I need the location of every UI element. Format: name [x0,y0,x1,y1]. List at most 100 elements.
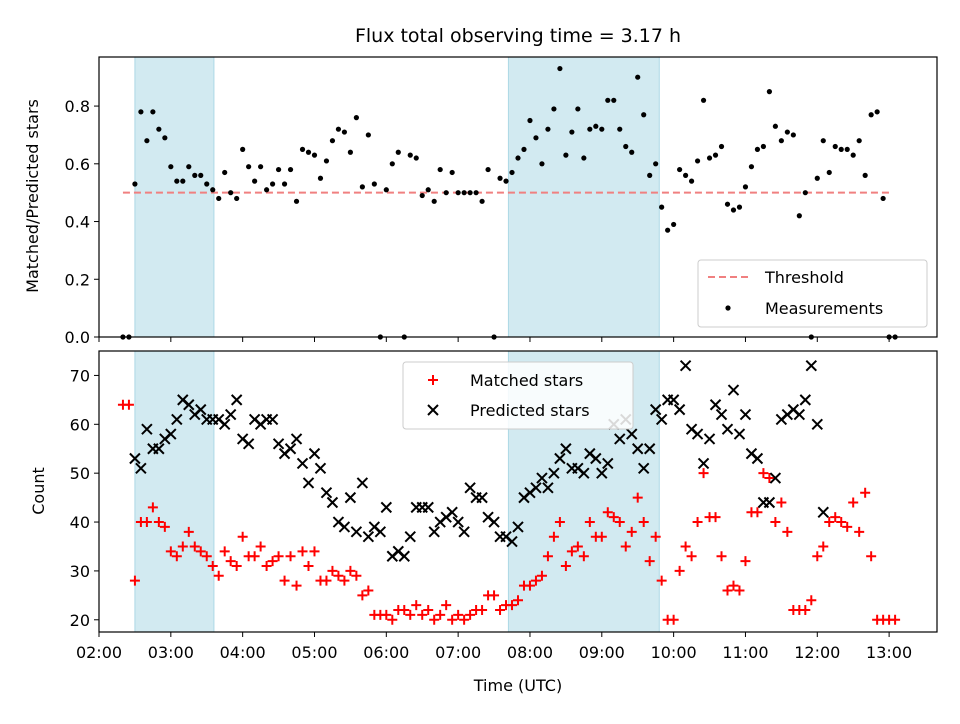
bottom-y-tick-label: 70 [70,366,90,385]
matched-star-point [608,512,619,523]
measurement-point [838,146,844,152]
matched-star-point [830,512,841,523]
matched-star-point [848,497,859,508]
top-y-axis-label: Matched/Predicted stars [23,99,42,293]
matched-star-point [524,580,535,591]
matched-star-point [465,609,476,620]
measurement-point [653,161,659,167]
measurement-point [144,138,150,144]
measurement-point [677,166,683,173]
predicted-star-point [464,482,476,494]
matched-star-point [453,609,464,620]
bottom-y-tick-label: 60 [70,415,90,434]
predicted-star-point [703,433,716,445]
matched-star-point [596,531,607,542]
measurement-point [790,132,796,138]
measurement-point [635,74,641,80]
predicted-star-point [548,467,560,479]
matched-star-point [890,614,901,625]
measurement-point [293,198,300,204]
measurement-point [174,178,180,184]
predicted-star-point [667,394,680,406]
predicted-star-point [266,413,279,426]
measurement-point [192,172,198,178]
measurement-point [671,221,677,228]
matched-star-point [734,585,745,596]
bottom-shaded-interval [134,350,215,633]
predicted-star-point [727,384,740,396]
x-tick-label: 08:00 [507,643,553,662]
top-y-tick-label: 0.8 [65,97,90,116]
measurement-point [359,184,365,190]
matched-star-point [854,526,865,537]
measurement-point [204,181,210,187]
measurement-point [258,164,264,170]
matched-star-point [668,614,679,625]
predicted-star-point [506,535,518,548]
predicted-star-point [326,496,339,509]
x-tick-label: 05:00 [291,643,337,662]
predicted-star-point [171,413,183,426]
measurement-point [269,181,276,187]
top-shaded-interval [507,56,660,338]
matched-star-point [357,590,368,601]
matched-star-point [237,531,248,542]
x-tick-label: 02:00 [76,643,122,662]
matched-star-point [159,521,170,532]
matched-star-point [728,580,739,591]
x-tick-label: 11:00 [722,643,768,662]
matched-star-point [255,541,266,552]
legend-measurements-swatch [725,305,731,311]
predicted-star-point [165,428,177,440]
measurement-point [874,109,880,115]
matched-star-point [566,546,577,557]
matched-star-point [548,531,559,542]
matched-star-point [860,487,871,498]
matched-star-point [273,551,284,562]
matched-star-point [123,399,134,410]
measurement-point [138,109,144,115]
measurement-point [395,149,401,155]
bottom-y-tick-label: 40 [70,513,90,532]
top-legend-box [697,259,928,328]
matched-star-point [614,517,625,528]
measurement-point [353,115,359,121]
matched-star-point [447,614,458,625]
matched-star-point [836,517,847,528]
x-tick-label: 06:00 [363,643,409,662]
measurement-point [736,204,743,210]
matched-star-point [507,600,518,611]
matched-star-point [686,551,697,562]
matched-star-point [842,521,853,532]
matched-star-point [285,551,296,562]
predicted-star-point [446,506,458,518]
matched-star-point [489,590,500,601]
predicted-star-point [320,487,333,499]
predicted-star-point [404,530,416,543]
predicted-star-point [614,433,626,445]
measurement-point [856,138,862,144]
measurement-point [880,195,886,202]
matched-star-point [692,517,703,528]
predicted-star-point [272,438,285,450]
matched-star-point [417,609,428,620]
matched-star-point [267,556,278,567]
measurement-point [281,181,288,187]
matched-star-point [261,561,272,572]
matched-star-point [650,531,661,542]
predicted-star-point [530,482,542,494]
predicted-star-point [739,408,752,421]
bottom-plot-frame [98,350,938,633]
matched-star-point [171,551,182,562]
measurement-point [700,97,707,103]
predicted-star-point [290,433,303,445]
measurement-point [521,146,527,152]
matched-star-point [291,580,302,591]
x-tick-label: 03:00 [148,643,194,662]
predicted-star-point [769,472,782,484]
predicted-star-point [542,482,554,494]
measurement-point [581,155,587,161]
predicted-star-point [183,399,195,411]
matched-star-point [698,468,709,479]
